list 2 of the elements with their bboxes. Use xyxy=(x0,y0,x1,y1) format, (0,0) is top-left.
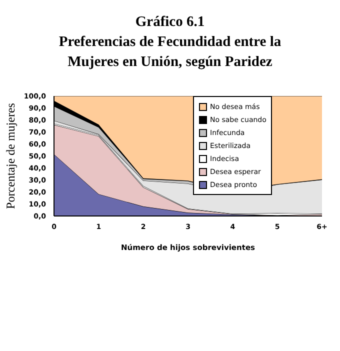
chart-title: Gráfico 6.1 Preferencias de Fecundidad entre la Mujeres en Unión, según Paridez xyxy=(58,13,282,72)
y-axis-title: Porcentaje de mujeres xyxy=(3,102,18,209)
